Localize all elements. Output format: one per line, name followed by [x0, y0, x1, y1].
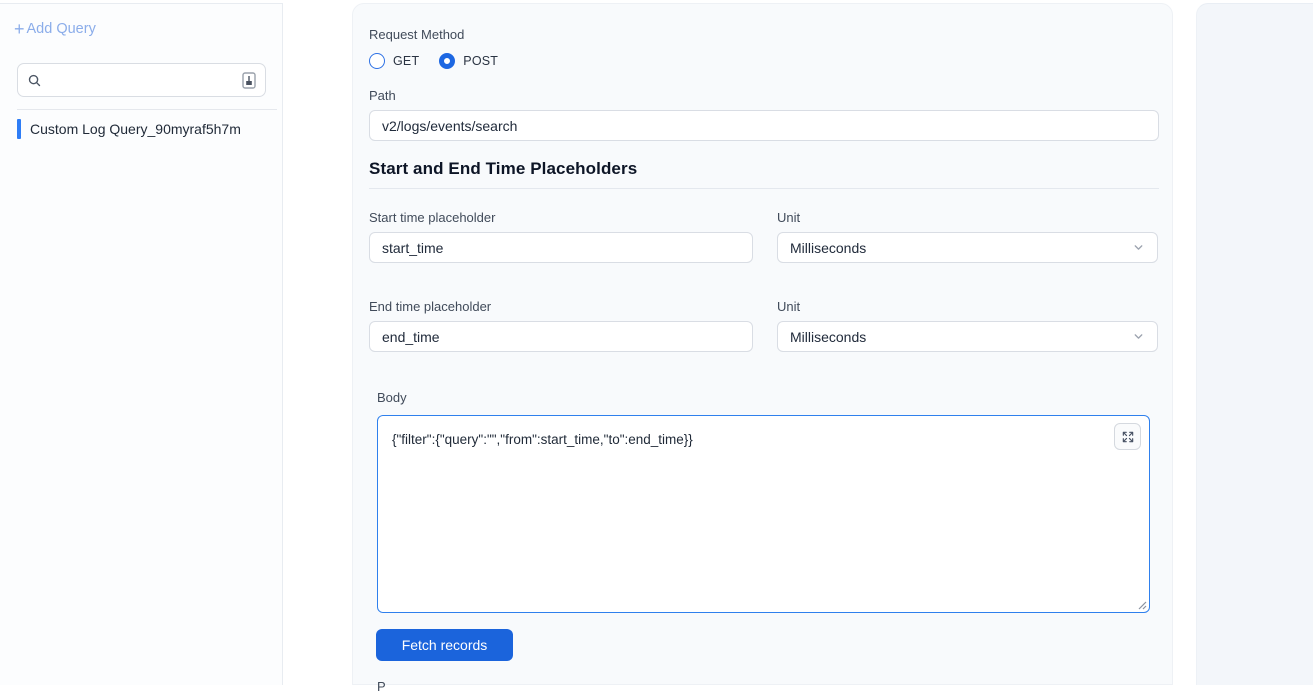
radio-post-icon[interactable] [439, 53, 456, 69]
end-time-placeholder-input[interactable] [369, 321, 753, 352]
radio-get-label: GET [393, 54, 420, 68]
query-search-input[interactable] [49, 72, 235, 88]
query-search-box[interactable] [17, 63, 266, 97]
magnifier-icon [27, 73, 42, 88]
start-time-placeholder-input[interactable] [369, 232, 753, 263]
plus-icon: + [14, 19, 25, 39]
sidebar-item-custom-log-query[interactable]: Custom Log Query_90myraf5h7m [17, 115, 277, 142]
radio-post-label: POST [463, 54, 499, 68]
chevron-down-icon [1132, 241, 1145, 254]
request-method-label: Request Method [369, 27, 465, 42]
section-divider [369, 188, 1159, 189]
expand-body-button[interactable] [1114, 423, 1141, 450]
body-editor: {"filter":{"query":"","from":start_time,… [377, 415, 1150, 613]
start-time-placeholder-label: Start time placeholder [369, 210, 496, 225]
query-item-label: Custom Log Query_90myraf5h7m [30, 120, 241, 137]
radio-option-post[interactable]: POST [439, 53, 498, 69]
add-query-button[interactable]: + Add Query [14, 19, 96, 39]
end-unit-value: Milliseconds [790, 328, 867, 345]
next-section-label-cutoff: P [377, 679, 386, 694]
path-label: Path [369, 88, 396, 103]
body-textarea[interactable]: {"filter":{"query":"","from":start_time,… [377, 415, 1150, 613]
sidebar-divider [17, 109, 277, 110]
request-method-radio-group: GET POST [369, 52, 498, 70]
query-sidebar: + Add Query Custom Log Query_90myraf5h7m [0, 3, 283, 685]
radio-option-get[interactable]: GET [369, 53, 419, 69]
radio-get-icon[interactable] [369, 53, 385, 69]
end-unit-select[interactable]: Milliseconds [777, 321, 1158, 352]
resize-grip-icon[interactable] [1137, 600, 1147, 610]
chevron-down-icon [1132, 330, 1145, 343]
body-label: Body [377, 390, 407, 405]
add-query-label: Add Query [26, 21, 96, 37]
fetch-records-button[interactable]: Fetch records [376, 629, 513, 661]
input-cursor-badge-icon [242, 71, 256, 89]
start-unit-label: Unit [777, 210, 801, 225]
start-unit-select[interactable]: Milliseconds [777, 232, 1158, 263]
selected-indicator-bar [17, 118, 21, 139]
expand-arrows-icon [1121, 430, 1135, 444]
right-side-panel [1196, 3, 1313, 685]
path-input[interactable] [369, 110, 1159, 141]
query-config-panel: Request Method GET POST Path Start and E… [352, 3, 1173, 694]
start-unit-value: Milliseconds [790, 239, 867, 256]
placeholders-section-heading: Start and End Time Placeholders [369, 159, 638, 178]
end-unit-label: Unit [777, 299, 801, 314]
end-time-placeholder-label: End time placeholder [369, 299, 492, 314]
